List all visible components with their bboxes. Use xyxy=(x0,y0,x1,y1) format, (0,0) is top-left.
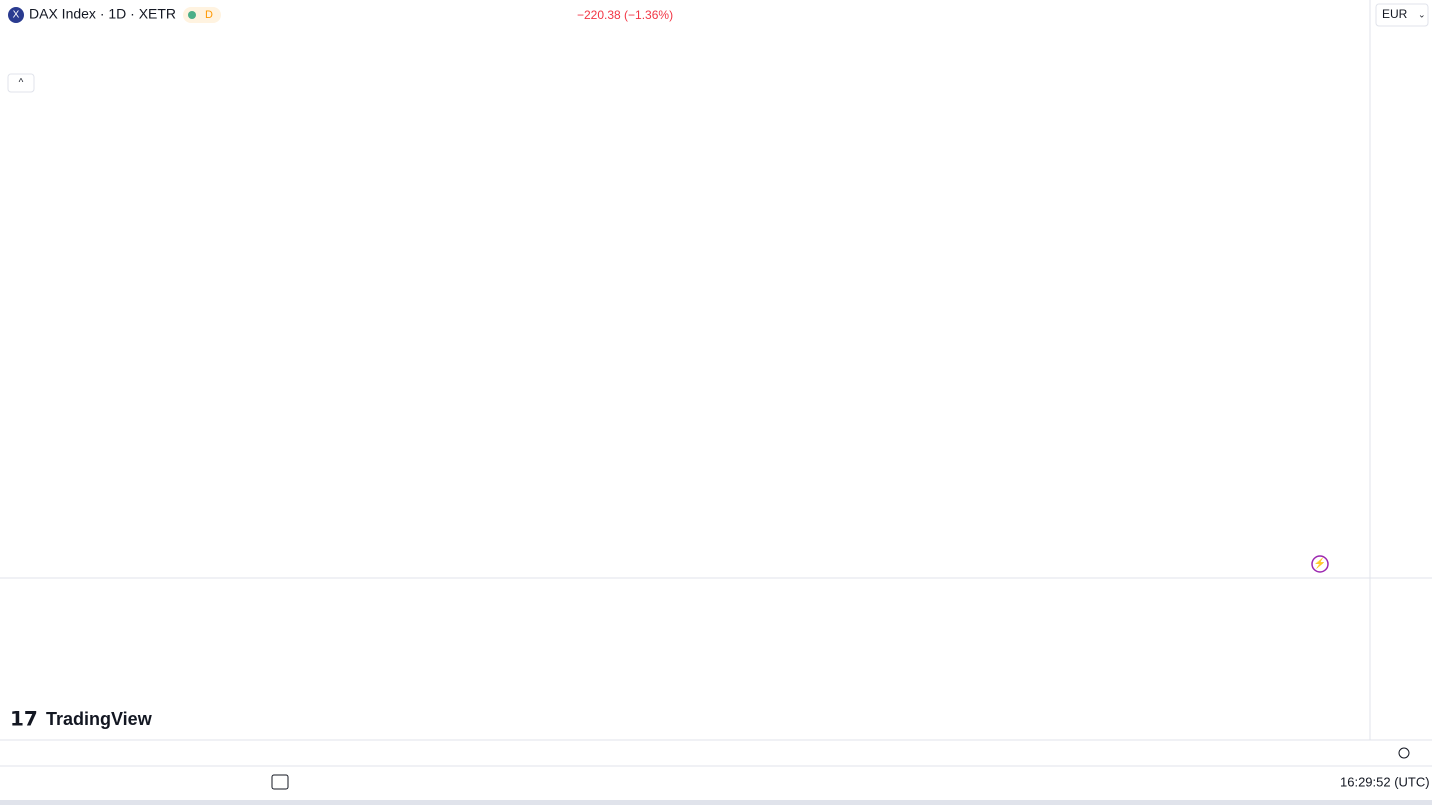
collapse-icon: ^ xyxy=(19,78,24,89)
date-range-icon[interactable] xyxy=(271,774,289,790)
bottom-strip xyxy=(0,800,1432,805)
logo-mark: 𝟭𝟳 xyxy=(10,708,38,730)
settings-icon[interactable] xyxy=(1398,747,1410,759)
alert-glyph: ⚡ xyxy=(1314,557,1326,570)
logo: TradingView xyxy=(46,709,153,729)
alert-icon[interactable] xyxy=(1311,555,1329,573)
status-badge: D xyxy=(205,9,213,21)
market-status[interactable] xyxy=(183,7,221,23)
currency-select[interactable] xyxy=(1375,3,1429,27)
status-dot xyxy=(188,11,196,19)
currency: EUR xyxy=(1382,7,1408,21)
currency-caret: ⌄ xyxy=(1418,9,1426,19)
collapse-button[interactable] xyxy=(7,73,35,93)
price-change: −220.38 (−1.36%) xyxy=(577,8,673,22)
clock: 16:29:52 (UTC) xyxy=(1340,774,1430,789)
symbol-icon-glyph: X xyxy=(13,10,20,21)
symbol-icon xyxy=(8,7,24,23)
symbol-title[interactable]: DAX Index · 1D · XETR xyxy=(29,6,176,22)
